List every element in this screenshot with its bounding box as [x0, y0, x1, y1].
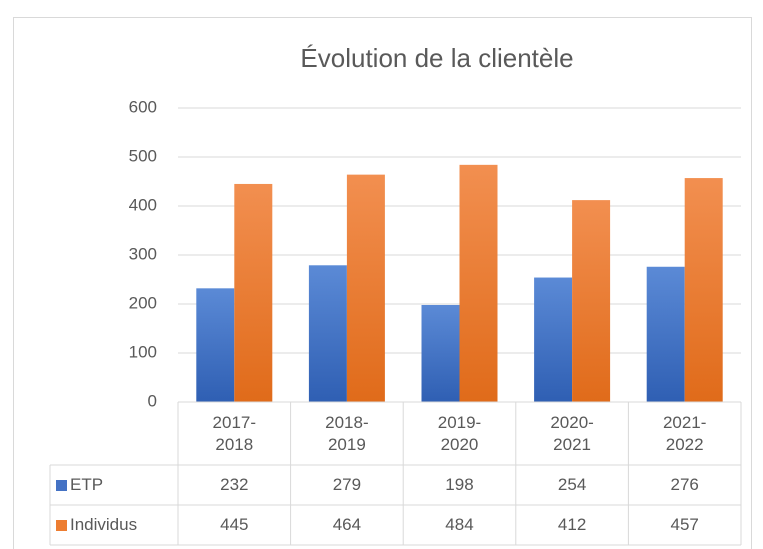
bar	[572, 200, 611, 402]
bar	[646, 266, 685, 402]
y-tick-label: 0	[148, 391, 157, 410]
legend-swatch	[56, 519, 67, 531]
table-value: 484	[445, 515, 474, 534]
legend-label: Individus	[70, 515, 138, 534]
x-tick-label: 2021-2022	[662, 412, 707, 454]
y-tick-label: 200	[129, 293, 157, 312]
bar	[346, 174, 385, 402]
table-value: 412	[557, 515, 587, 534]
y-tick-label: 400	[129, 195, 157, 214]
category-cell: 2018-2019	[291, 402, 404, 465]
x-tick-label: 2019-2020	[437, 412, 482, 454]
table-value: 276	[670, 475, 699, 494]
y-tick-label: 500	[129, 146, 157, 165]
chart-frame	[13, 17, 752, 549]
y-tick-label: 600	[129, 97, 157, 116]
table-value: 254	[557, 475, 587, 494]
table-value: 232	[220, 475, 249, 494]
bar	[459, 164, 498, 402]
table-value: 279	[332, 475, 362, 494]
bar	[684, 178, 723, 402]
x-tick-label: 2017-2018	[212, 412, 257, 454]
y-tick-label: 100	[129, 342, 157, 361]
x-tick-label: 2018-2019	[325, 412, 369, 454]
legend-label: ETP	[70, 475, 104, 494]
category-cell: 2021-2022	[628, 402, 741, 465]
bar	[234, 183, 273, 402]
bar	[308, 265, 347, 402]
chart-title: Évolution de la clientèle	[300, 43, 573, 73]
x-tick-label: 2020-2021	[550, 412, 594, 454]
table-value: 457	[670, 515, 699, 534]
table-value: 464	[332, 515, 362, 534]
table-value: 198	[445, 475, 474, 494]
category-cell: 2020-2021	[516, 402, 629, 465]
bar	[196, 288, 235, 402]
legend-swatch	[56, 479, 67, 491]
legend-item: Individus	[50, 505, 178, 545]
category-cell: 2017-2018	[178, 402, 291, 465]
bar	[534, 277, 573, 402]
category-cell: 2019-2020	[403, 402, 516, 465]
legend-item: ETP	[50, 465, 178, 505]
bar	[421, 304, 460, 402]
table-value: 445	[220, 515, 249, 534]
y-tick-label: 300	[129, 244, 157, 263]
